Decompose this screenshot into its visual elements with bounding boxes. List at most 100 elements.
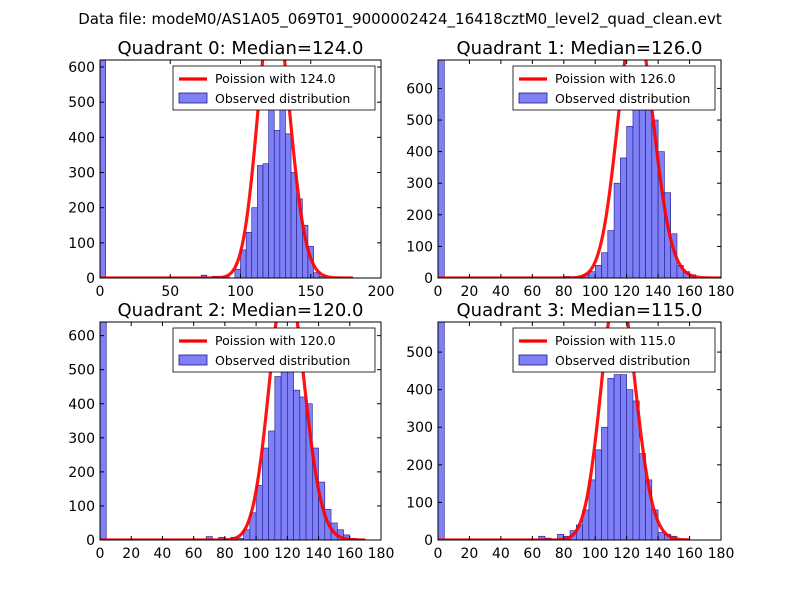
x-tick-label: 20: [461, 546, 479, 562]
histogram-bar: [285, 133, 292, 278]
y-tick-label: 300: [68, 166, 95, 182]
y-tick-label: 0: [86, 271, 95, 287]
x-tick-label: 20: [122, 546, 140, 562]
legend: Poission with 120.0 Observed distribution: [172, 327, 376, 373]
histogram-bar: [245, 231, 253, 278]
y-tick-label: 600: [68, 329, 95, 345]
histogram-bar: [293, 389, 301, 540]
legend-line-label: Poission with 124.0: [215, 71, 336, 86]
x-tick-label: 120: [274, 546, 301, 562]
x-tick-label: 120: [613, 546, 640, 562]
histogram-bar: [273, 130, 281, 278]
y-tick-label: 0: [424, 271, 433, 287]
y-tick-label: 100: [406, 495, 433, 511]
y-tick-label: 300: [406, 420, 433, 436]
x-tick-label: 60: [523, 546, 541, 562]
legend-line-label: Poission with 126.0: [555, 71, 676, 86]
histogram-bar: [205, 536, 213, 540]
histogram-bar: [594, 449, 602, 540]
legend: Poission with 126.0 Observed distribution: [512, 65, 716, 111]
y-tick-label: 200: [68, 201, 95, 217]
histogram-bar: [626, 389, 634, 540]
x-tick-label: 100: [582, 546, 609, 562]
legend-bar-swatch: [178, 354, 208, 366]
histogram-bar: [620, 157, 627, 278]
y-tick-label: 300: [406, 176, 433, 192]
x-tick-label: 180: [708, 284, 735, 300]
histogram-bar: [594, 265, 602, 278]
x-tick-label: 150: [297, 284, 324, 300]
legend: Poission with 124.0 Observed distribution: [172, 65, 376, 111]
y-tick-label: 100: [68, 236, 95, 252]
y-tick-label: 0: [86, 533, 95, 549]
legend-bar-swatch: [178, 92, 208, 104]
x-tick-label: 100: [582, 284, 609, 300]
y-tick-label: 500: [68, 95, 95, 111]
histogram-bar: [607, 378, 615, 540]
histogram-bar: [234, 268, 241, 278]
y-tick-label: 200: [406, 208, 433, 224]
legend-line-label: Poission with 115.0: [555, 333, 676, 348]
x-tick-label: 60: [523, 284, 541, 300]
legend-bar-label: Observed distribution: [555, 353, 690, 368]
panel-title: Quadrant 2: Median=120.0: [118, 300, 364, 321]
y-tick-label: 200: [68, 465, 95, 481]
legend-box: [512, 327, 716, 373]
legend-line-label: Poission with 120.0: [215, 333, 336, 348]
histogram-bar: [257, 165, 264, 278]
x-tick-label: 200: [368, 284, 395, 300]
histogram-bar: [438, 60, 445, 278]
axes-frame: [437, 59, 722, 279]
x-tick-label: 80: [216, 546, 234, 562]
histogram-bar: [299, 396, 307, 540]
x-tick-label: 40: [154, 546, 172, 562]
legend-bar-label: Observed distribution: [215, 353, 350, 368]
panel-title: Quadrant 1: Median=126.0: [457, 38, 703, 59]
subplot-quadrant-0: 0 50 100 150 200 0 100 200 300 400 500 600 Quadrant …: [68, 38, 395, 300]
histogram-bar: [100, 60, 106, 278]
panel-title: Quadrant 3: Median=115.0: [457, 300, 703, 321]
figure-suptitle: Data file: modeM0/AS1A05_069T01_90000024…: [78, 10, 722, 29]
subplot-quadrant-1: 0 20 40 60 80 100 120 140 160 1800100200300400500…: [406, 38, 735, 300]
legend: Poission with 115.0 Observed distribution: [512, 327, 716, 373]
legend-bar-swatch: [518, 92, 548, 104]
x-tick-label: 160: [676, 284, 703, 300]
histogram-bar: [601, 252, 609, 278]
histogram-bar: [251, 207, 258, 278]
histogram-bar: [613, 374, 621, 540]
poisson-curve: [438, 60, 721, 278]
y-tick-label: 0: [424, 533, 433, 549]
histogram-bar: [274, 376, 282, 540]
y-tick-label: 500: [406, 113, 433, 129]
subplot-grid: 0 50 100 150 2000100200300400500600Quadrant …: [68, 38, 735, 562]
x-tick-label: 160: [336, 546, 363, 562]
y-tick-label: 600: [406, 81, 433, 97]
legend-bar-label: Observed distribution: [215, 91, 350, 106]
x-tick-label: 120: [613, 284, 640, 300]
x-tick-label: 80: [555, 284, 573, 300]
histogram-bar: [268, 101, 275, 278]
y-tick-label: 100: [68, 499, 95, 515]
plot-area: [438, 60, 721, 278]
x-tick-label: 50: [161, 284, 179, 300]
y-tick-label: 400: [68, 397, 95, 413]
y-tick-label: 200: [406, 458, 433, 474]
y-tick-label: 500: [406, 345, 433, 361]
y-tick-label: 400: [68, 130, 95, 146]
y-tick-label: 300: [68, 431, 95, 447]
y-tick-label: 400: [406, 383, 433, 399]
histogram-bar: [262, 163, 269, 278]
histogram-bar: [626, 126, 634, 278]
histogram-bar: [613, 182, 621, 278]
histogram-bar: [100, 322, 107, 540]
x-tick-label: 100: [227, 284, 254, 300]
y-tick-label: 400: [406, 145, 433, 161]
panel-title: Quadrant 0: Median=124.0: [118, 38, 364, 59]
x-tick-label: 0: [434, 546, 443, 562]
y-tick-label: 600: [68, 60, 95, 76]
x-tick-label: 140: [645, 546, 672, 562]
x-tick-label: 60: [185, 546, 203, 562]
histogram-bar: [607, 230, 615, 278]
plot-area: [100, 322, 366, 540]
